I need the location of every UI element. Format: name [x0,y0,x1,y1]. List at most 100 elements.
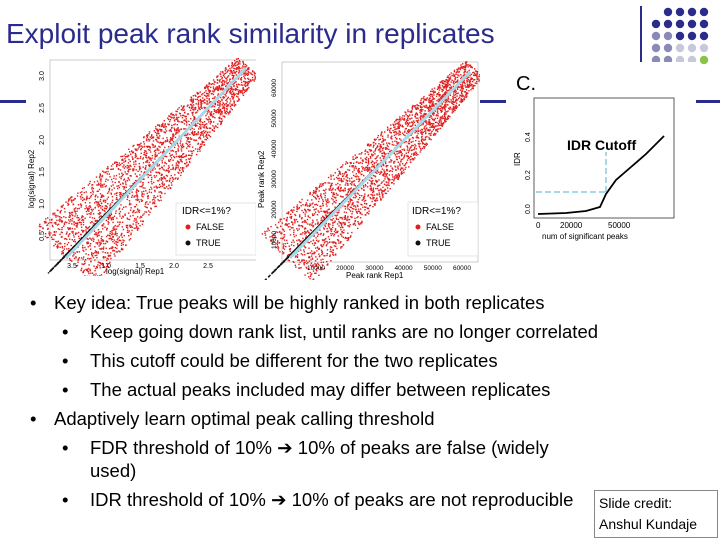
scatter-point [103,256,105,258]
scatter-point [201,143,203,145]
scatter-point [213,126,215,128]
scatter-point [233,105,236,107]
scatter-point [192,95,195,97]
scatter-point [144,168,147,170]
scatter-point [183,134,186,137]
scatter-point [219,104,221,106]
scatter-point [231,87,233,89]
scatter-point [238,91,240,93]
scatter-point [99,242,101,244]
scatter-point [119,221,121,224]
scatter-point [162,151,164,153]
scatter-point [71,220,73,222]
scatter-point [358,179,361,181]
scatter-point [61,221,63,223]
scatter-point [289,226,291,228]
scatter-point [168,185,170,187]
scatter-point [207,134,210,136]
scatter-point [135,219,137,222]
scatter-point [177,148,179,150]
scatter-point [412,137,414,139]
scatter-point [396,141,398,143]
scatter-point [229,98,231,100]
scatter-point [146,139,148,142]
scatter-point [183,123,186,125]
scatter-point [238,66,240,69]
scatter-point [100,215,102,217]
scatter-point [94,270,96,272]
scatter-point [180,121,182,123]
scatter-point [245,81,247,84]
scatter-point [97,264,99,266]
scatter-point [102,170,104,172]
scatter-point [233,82,235,85]
scatter-point [362,160,364,162]
scatter-point [360,208,362,210]
scatter-point [107,170,109,173]
scatter-point [152,146,154,148]
scatter-point [153,150,156,153]
scatter-point [348,188,350,190]
scatter-point [120,194,123,196]
scatter-point [235,61,238,63]
scatter-point [144,187,146,189]
scatter-point [343,232,345,234]
scatter-point [121,159,123,161]
scatter-point [62,256,65,259]
scatter-point [74,232,77,234]
scatter-point [128,218,131,221]
scatter-point [425,144,427,146]
scatter-point [185,163,187,165]
scatter-point [98,209,100,212]
scatter-point [107,258,109,260]
scatter-point [67,228,70,231]
scatter-point [189,154,191,156]
scatter-point [369,196,371,199]
scatter-point [376,193,378,195]
scatter-point [182,156,184,158]
scatter-point [195,125,197,127]
scatter-point [184,112,186,114]
scatter-point [177,108,179,110]
scatter-point [137,170,139,172]
scatter-point [182,106,184,109]
scatter-point [64,245,66,248]
scatter-point [177,116,180,119]
scatter-point [205,95,207,97]
scatter-point [110,239,113,241]
scatter-point [83,198,85,200]
scatter-point [314,265,316,268]
scatter-point [108,247,111,250]
scatter-point [133,220,135,222]
scatter-point [239,89,241,92]
scatter-point [136,208,139,210]
scatter-point [244,81,246,83]
scatter-point [88,208,90,210]
scatter-point [439,121,441,124]
scatter-point [240,77,242,80]
scatter-point [185,142,187,144]
scatter-point [224,76,226,78]
scatter-point [208,111,210,113]
scatter-point [175,167,177,170]
scatter-point [165,130,168,132]
scatter-point [81,194,83,196]
scatter-point [238,98,240,101]
scatter-point [164,187,166,189]
scatter-point [237,89,239,91]
scatter-point [128,167,130,169]
scatter-point [99,275,101,276]
scatter-point [80,204,83,206]
scatter-point [247,73,250,76]
scatter-point [142,157,145,159]
scatter-point [264,234,267,236]
scatter-point [180,167,182,169]
scatter-point [92,224,94,226]
scatter-point [111,168,113,170]
scatter-point [181,117,184,119]
scatter-point [123,179,125,181]
scatter-point [70,199,72,201]
scatter-point [131,150,133,152]
scatter-point [335,217,338,219]
scatter-point [189,143,191,146]
